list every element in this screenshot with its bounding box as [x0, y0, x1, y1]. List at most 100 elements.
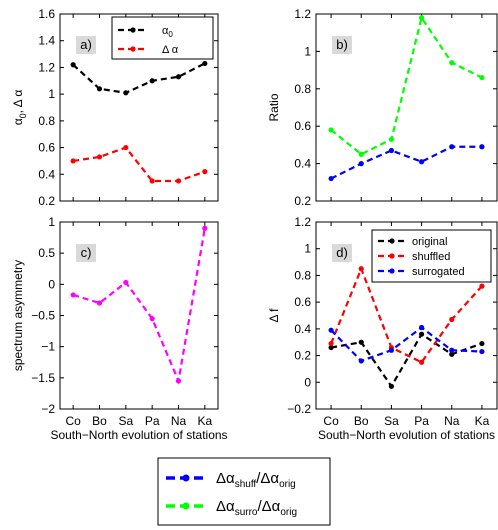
y-tick-label: 1.2: [294, 215, 311, 229]
axes-box: [315, 221, 498, 410]
data-point: [328, 327, 334, 333]
shared-legend-box: [157, 457, 331, 526]
data-point: [149, 316, 155, 322]
label-sub: orig: [280, 507, 297, 518]
data-point: [328, 175, 334, 182]
y-tick-label: 1: [304, 44, 311, 58]
panel-tag-label: a): [80, 37, 92, 52]
y-tick-label: 0.8: [294, 268, 311, 282]
data-point: [418, 324, 425, 331]
data-point: [449, 316, 455, 323]
y-tick-label: 0.4: [294, 322, 311, 336]
data-point: [70, 292, 76, 298]
legend-label: shuffled: [412, 251, 450, 263]
x-tick-label: Bo: [354, 414, 369, 428]
x-axis-label: South−North evolution of stations: [50, 428, 227, 442]
panel-tag-box: [332, 244, 352, 262]
y-tick-label: −2: [41, 402, 55, 416]
data-point: [358, 161, 364, 167]
y-axis-label: Δ f: [267, 308, 281, 323]
label-part: /Δα: [258, 498, 281, 515]
panel-tag-label: c): [81, 245, 92, 260]
series-line-shuffled: [330, 265, 483, 364]
x-tick-label: Sa: [118, 414, 133, 428]
legend-swatch-marker: [389, 238, 395, 244]
data-point: [418, 159, 425, 165]
x-tick-label: Co: [323, 414, 339, 428]
legend-label: surrogated: [412, 266, 465, 278]
data-point: [175, 178, 182, 184]
panel-tag-box: [332, 36, 352, 54]
x-tick-label: Ka: [197, 414, 212, 428]
label-sub: orig: [279, 479, 296, 490]
y-tick-label: 0.2: [294, 349, 311, 363]
panel-tag-label: d): [336, 245, 348, 260]
y-tick-label: 0.8: [294, 82, 311, 96]
series-line-shuff: [330, 145, 482, 180]
data-point: [358, 339, 364, 345]
label-sub: shuff: [235, 479, 257, 490]
panel-b: 0.2 0.4 0.6 0.8 1 1.2 Ratio b): [267, 7, 498, 208]
data-point: [149, 178, 155, 184]
x-tick-label: Pa: [414, 414, 429, 428]
x-tick-label: Pa: [145, 414, 160, 428]
data-point: [449, 347, 455, 353]
y-tick-label: 1: [48, 215, 55, 229]
data-point: [388, 347, 395, 353]
legend: α0 Δ α: [111, 16, 214, 60]
panel-tag: a): [76, 36, 96, 54]
data-point: [328, 340, 334, 347]
x-tick-label: Ka: [475, 414, 490, 428]
y-label-rest: , Δ α: [11, 90, 25, 114]
x-tick-label: Sa: [384, 414, 399, 428]
data-point: [175, 74, 182, 80]
data-point: [358, 151, 364, 157]
x-tick-label: Na: [171, 414, 187, 428]
y-label-sub: 0: [18, 113, 28, 118]
y-axis-label: spectrum asymmetry: [11, 260, 25, 371]
data-point: [479, 340, 485, 347]
x-tick-label: Bo: [92, 414, 107, 428]
label-part: /Δα: [256, 470, 279, 487]
data-point: [149, 78, 155, 84]
y-axis-label: Ratio: [267, 93, 281, 121]
y-tick-label: 0.6: [294, 295, 311, 309]
data-point: [479, 283, 485, 289]
data-point: [96, 154, 103, 160]
data-point: [202, 225, 208, 231]
data-point: [418, 359, 425, 365]
label-part: Δα: [216, 470, 235, 487]
legend-swatch-marker: [130, 46, 136, 52]
y-tick-label: 0.2: [38, 194, 55, 208]
y-tick-label: 0: [48, 277, 55, 291]
data-point: [202, 169, 208, 175]
legend-label-sub: 0: [168, 30, 173, 39]
series-line-Δ α: [73, 146, 206, 183]
shared-legend-label: Δαshuff/Δαorig: [216, 470, 296, 490]
panel-tag: c): [76, 244, 96, 262]
data-point: [123, 90, 129, 96]
label-part: Δα: [216, 498, 235, 515]
data-point: [96, 300, 103, 306]
legend-label: Δ α: [162, 44, 179, 56]
data-point: [202, 60, 208, 67]
x-tick-label: Co: [65, 414, 81, 428]
y-tick-label: 0.4: [294, 157, 311, 171]
legend-label: α0: [162, 25, 173, 39]
data-point: [479, 74, 485, 81]
x-axis-label: South−North evolution of stations: [318, 428, 495, 442]
data-point: [123, 144, 129, 151]
axes-box: [59, 13, 219, 202]
y-tick-label: −1.5: [31, 371, 55, 385]
data-point: [449, 144, 455, 150]
label-sub: surro: [235, 507, 258, 518]
y-axis-label: α0, Δ α: [11, 90, 28, 126]
series-line-0: [72, 228, 206, 385]
legend-swatch-marker: [130, 27, 136, 33]
axes-box: [315, 13, 498, 202]
y-tick-label: 1: [48, 87, 55, 101]
y-tick-label: 0.5: [38, 246, 55, 260]
data-point: [123, 279, 129, 286]
data-point: [418, 331, 425, 337]
